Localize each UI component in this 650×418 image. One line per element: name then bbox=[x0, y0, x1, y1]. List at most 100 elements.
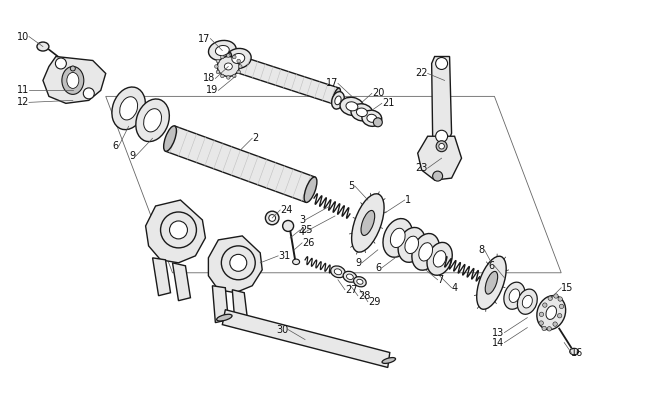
Ellipse shape bbox=[351, 104, 372, 121]
Text: 6: 6 bbox=[112, 141, 119, 151]
Circle shape bbox=[542, 326, 547, 331]
Text: 2: 2 bbox=[252, 133, 259, 143]
Polygon shape bbox=[222, 310, 390, 367]
Text: 17: 17 bbox=[198, 33, 211, 43]
Circle shape bbox=[436, 130, 448, 142]
Ellipse shape bbox=[232, 54, 245, 64]
Circle shape bbox=[433, 171, 443, 181]
Text: 8: 8 bbox=[478, 245, 484, 255]
Ellipse shape bbox=[569, 348, 578, 355]
Text: 19: 19 bbox=[206, 85, 218, 95]
Circle shape bbox=[554, 294, 558, 298]
Circle shape bbox=[237, 59, 240, 63]
Ellipse shape bbox=[476, 256, 506, 309]
Polygon shape bbox=[213, 286, 228, 323]
Ellipse shape bbox=[216, 314, 232, 321]
Circle shape bbox=[553, 322, 557, 326]
Text: 20: 20 bbox=[372, 88, 384, 98]
Text: 31: 31 bbox=[278, 251, 291, 261]
Ellipse shape bbox=[391, 228, 405, 247]
Ellipse shape bbox=[367, 114, 377, 122]
Ellipse shape bbox=[215, 46, 229, 56]
Ellipse shape bbox=[352, 194, 384, 252]
Ellipse shape bbox=[546, 306, 556, 319]
Circle shape bbox=[216, 59, 220, 63]
Circle shape bbox=[269, 214, 276, 222]
Ellipse shape bbox=[343, 271, 357, 282]
Ellipse shape bbox=[226, 48, 251, 69]
Circle shape bbox=[373, 118, 382, 127]
Ellipse shape bbox=[537, 296, 566, 330]
Text: 4: 4 bbox=[299, 227, 305, 237]
Text: 28: 28 bbox=[358, 291, 370, 301]
Ellipse shape bbox=[120, 97, 138, 120]
Circle shape bbox=[230, 254, 247, 271]
Ellipse shape bbox=[70, 66, 75, 71]
Circle shape bbox=[239, 65, 242, 68]
Ellipse shape bbox=[331, 266, 345, 278]
Circle shape bbox=[216, 70, 220, 74]
Circle shape bbox=[170, 221, 187, 239]
Ellipse shape bbox=[335, 96, 341, 105]
Polygon shape bbox=[418, 136, 461, 180]
Circle shape bbox=[283, 220, 294, 232]
Circle shape bbox=[548, 296, 552, 301]
Circle shape bbox=[233, 74, 236, 78]
Text: 18: 18 bbox=[203, 74, 215, 84]
Ellipse shape bbox=[164, 126, 176, 151]
Circle shape bbox=[161, 212, 196, 248]
Circle shape bbox=[233, 55, 236, 59]
Circle shape bbox=[543, 303, 547, 307]
Polygon shape bbox=[166, 126, 315, 202]
Polygon shape bbox=[172, 263, 190, 301]
Circle shape bbox=[220, 74, 224, 78]
Ellipse shape bbox=[224, 63, 232, 70]
Ellipse shape bbox=[434, 251, 446, 267]
Circle shape bbox=[436, 141, 447, 152]
Ellipse shape bbox=[523, 296, 532, 308]
Text: 10: 10 bbox=[17, 32, 29, 41]
Polygon shape bbox=[153, 258, 170, 296]
Ellipse shape bbox=[362, 110, 382, 126]
Text: 11: 11 bbox=[17, 85, 29, 95]
Ellipse shape bbox=[332, 92, 344, 109]
Circle shape bbox=[83, 88, 94, 99]
Text: 26: 26 bbox=[302, 238, 315, 248]
Text: 15: 15 bbox=[561, 283, 573, 293]
Text: 21: 21 bbox=[382, 98, 394, 108]
Circle shape bbox=[436, 58, 448, 69]
Polygon shape bbox=[209, 236, 262, 293]
Circle shape bbox=[547, 326, 551, 331]
Ellipse shape bbox=[405, 236, 419, 254]
Ellipse shape bbox=[209, 41, 236, 61]
Circle shape bbox=[214, 65, 218, 68]
Ellipse shape bbox=[112, 87, 146, 130]
Circle shape bbox=[439, 143, 445, 149]
Circle shape bbox=[539, 321, 543, 325]
Text: 12: 12 bbox=[17, 97, 29, 107]
Text: 22: 22 bbox=[415, 69, 428, 79]
Circle shape bbox=[558, 297, 562, 301]
Ellipse shape bbox=[144, 109, 162, 132]
Text: 16: 16 bbox=[571, 347, 584, 357]
Text: 14: 14 bbox=[492, 338, 504, 347]
Ellipse shape bbox=[382, 357, 396, 363]
Ellipse shape bbox=[412, 234, 439, 270]
Polygon shape bbox=[43, 56, 106, 103]
Text: 9: 9 bbox=[356, 258, 362, 268]
Ellipse shape bbox=[292, 259, 300, 265]
Ellipse shape bbox=[427, 242, 452, 275]
Text: 5: 5 bbox=[348, 181, 355, 191]
Ellipse shape bbox=[346, 274, 354, 280]
Text: 6: 6 bbox=[488, 261, 495, 271]
Text: 17: 17 bbox=[326, 79, 338, 89]
Ellipse shape bbox=[340, 97, 364, 115]
Polygon shape bbox=[225, 53, 339, 104]
Polygon shape bbox=[432, 56, 452, 143]
Circle shape bbox=[237, 70, 240, 74]
Ellipse shape bbox=[333, 88, 341, 104]
Text: 30: 30 bbox=[276, 325, 288, 334]
Ellipse shape bbox=[361, 210, 374, 235]
Circle shape bbox=[540, 312, 543, 316]
Circle shape bbox=[55, 58, 66, 69]
